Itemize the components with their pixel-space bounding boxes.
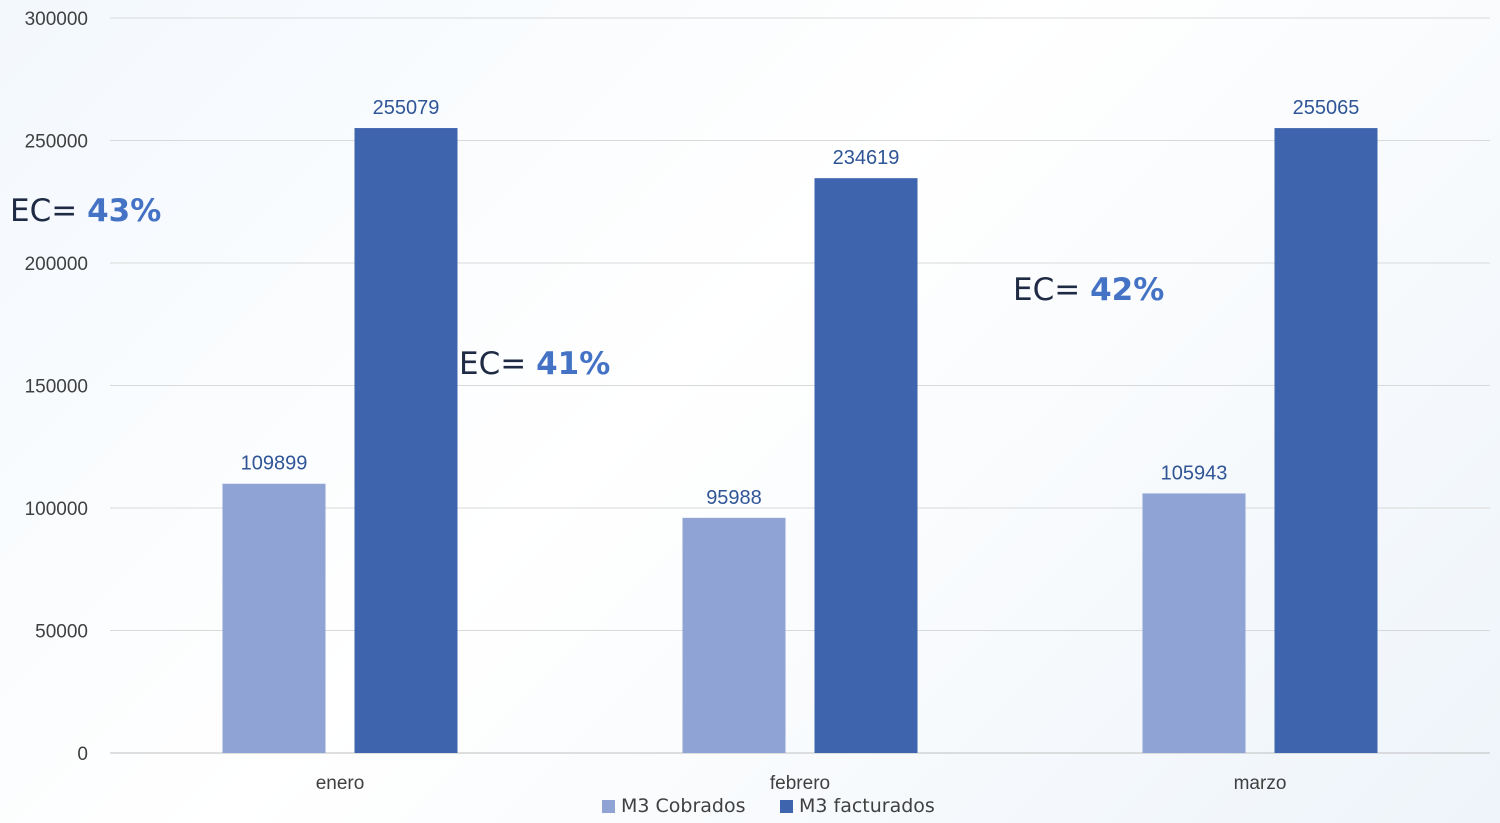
bar (682, 517, 786, 753)
ec-prefix: EC= (459, 346, 537, 382)
y-tick-label: 300000 (25, 9, 88, 30)
ec-annotation-enero: EC= 43% (10, 196, 161, 227)
ec-prefix: EC= (10, 193, 88, 229)
ec-annotation-marzo: EC= 42% (1013, 275, 1164, 306)
y-tick-label: 150000 (25, 377, 88, 398)
data-label: 95988 (706, 487, 762, 509)
y-tick-label: 50000 (35, 622, 88, 643)
ec-value: 41% (536, 346, 611, 382)
ec-value: 42% (1090, 272, 1165, 308)
bar (814, 178, 918, 753)
ec-prefix: EC= (1013, 272, 1091, 308)
legend-label: M3 Cobrados (621, 795, 746, 817)
x-tick-label: marzo (1234, 773, 1287, 794)
data-label: 255079 (373, 97, 440, 119)
ec-annotation-febrero: EC= 41% (459, 349, 610, 380)
y-tick-label: 0 (77, 744, 88, 765)
legend-label: M3 facturados (799, 795, 935, 817)
y-tick-label: 100000 (25, 499, 88, 520)
bar (1274, 128, 1378, 753)
bar (354, 128, 458, 753)
data-label: 109899 (241, 453, 308, 475)
legend-swatch (780, 800, 793, 813)
bar (222, 483, 326, 753)
data-label: 255065 (1293, 97, 1360, 119)
y-tick-label: 250000 (25, 132, 88, 153)
legend-swatch (602, 800, 615, 813)
ec-value: 43% (87, 193, 162, 229)
data-label: 105943 (1161, 462, 1228, 484)
x-tick-label: febrero (770, 773, 830, 794)
y-tick-label: 200000 (25, 254, 88, 275)
data-label: 234619 (833, 147, 900, 169)
bar (1142, 493, 1246, 753)
x-tick-label: enero (316, 773, 365, 794)
